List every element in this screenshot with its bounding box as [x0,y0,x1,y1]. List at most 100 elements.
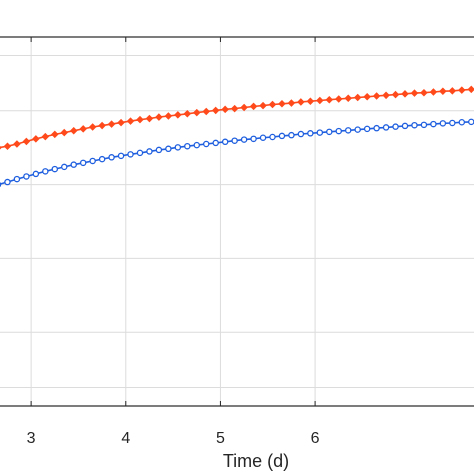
data-point [193,108,201,117]
series-group [0,85,474,188]
data-point [278,100,286,108]
data-point [164,112,173,120]
data-point [439,120,447,127]
data-point [363,125,371,133]
data-point [449,119,456,127]
data-point [401,90,409,98]
data-point [410,89,419,97]
data-point [89,157,96,165]
data-point [439,87,447,96]
data-point [146,148,153,155]
data-point [249,102,258,111]
x-tick-label: 4 [121,430,130,447]
data-point [353,93,362,102]
data-point [211,106,220,115]
data-point [13,140,21,148]
data-point [297,98,305,106]
data-point [174,111,182,119]
data-point [51,165,59,173]
data-point [193,141,201,149]
data-point [107,120,116,128]
data-point [108,154,115,161]
data-point [155,146,163,154]
data-point [326,128,333,136]
data-point [230,104,239,113]
data-point [23,173,30,180]
data-point [184,142,191,150]
data-point [325,95,334,104]
x-axis: 3 4 5 6 [27,37,320,447]
data-point [155,113,163,121]
x-tick-label: 5 [216,430,225,447]
data-point [458,86,466,94]
data-point [382,91,390,100]
series-2 [0,118,474,188]
data-point [22,137,31,146]
data-point [259,101,267,110]
data-point [0,145,2,150]
data-point [288,131,295,139]
data-point [334,95,343,103]
x-tick-label: 3 [27,430,36,447]
data-point [467,85,474,94]
data-point [278,132,286,140]
data-point [430,120,437,128]
data-point [202,140,210,148]
data-point [269,133,276,141]
data-point [429,88,438,96]
data-point [4,178,11,186]
data-point [117,152,125,160]
data-point [391,90,400,99]
data-point [382,124,390,131]
data-point [354,126,361,133]
data-point [420,88,428,97]
data-point [0,182,2,188]
data-point [373,124,380,132]
data-point [448,87,457,95]
x-axis-label: Time (d) [223,451,289,471]
data-point [221,105,229,114]
data-point [392,123,399,130]
data-point [458,118,466,126]
data-point [411,121,418,129]
data-point [79,159,87,167]
data-point [88,123,97,131]
data-point [344,127,352,134]
data-point [60,128,69,137]
data-point [183,109,192,118]
plot-frame [0,36,474,407]
x-tick-label: 6 [311,430,320,447]
data-point [51,130,59,139]
data-point [259,134,267,141]
data-point [307,130,314,137]
data-point [174,144,182,151]
data-point [468,118,474,126]
data-point [69,126,78,135]
data-point [297,130,305,138]
data-point [126,117,135,125]
data-point [372,92,381,100]
data-point [240,103,248,112]
data-point [79,125,87,133]
data-point [221,138,229,146]
data-point [42,168,49,175]
grid [0,37,474,406]
data-point [344,94,352,103]
data-point [250,135,257,143]
data-point [335,127,343,135]
data-point [212,139,219,147]
data-point [3,142,12,150]
data-point [98,121,106,130]
data-point [363,93,371,101]
data-point [70,161,77,168]
data-point [420,121,428,129]
data-point [268,100,277,109]
data-point [32,170,40,178]
data-point [61,163,68,171]
data-point [165,145,172,153]
data-point [202,107,211,116]
data-point [136,115,144,124]
data-point [41,132,50,141]
data-point [13,175,21,183]
